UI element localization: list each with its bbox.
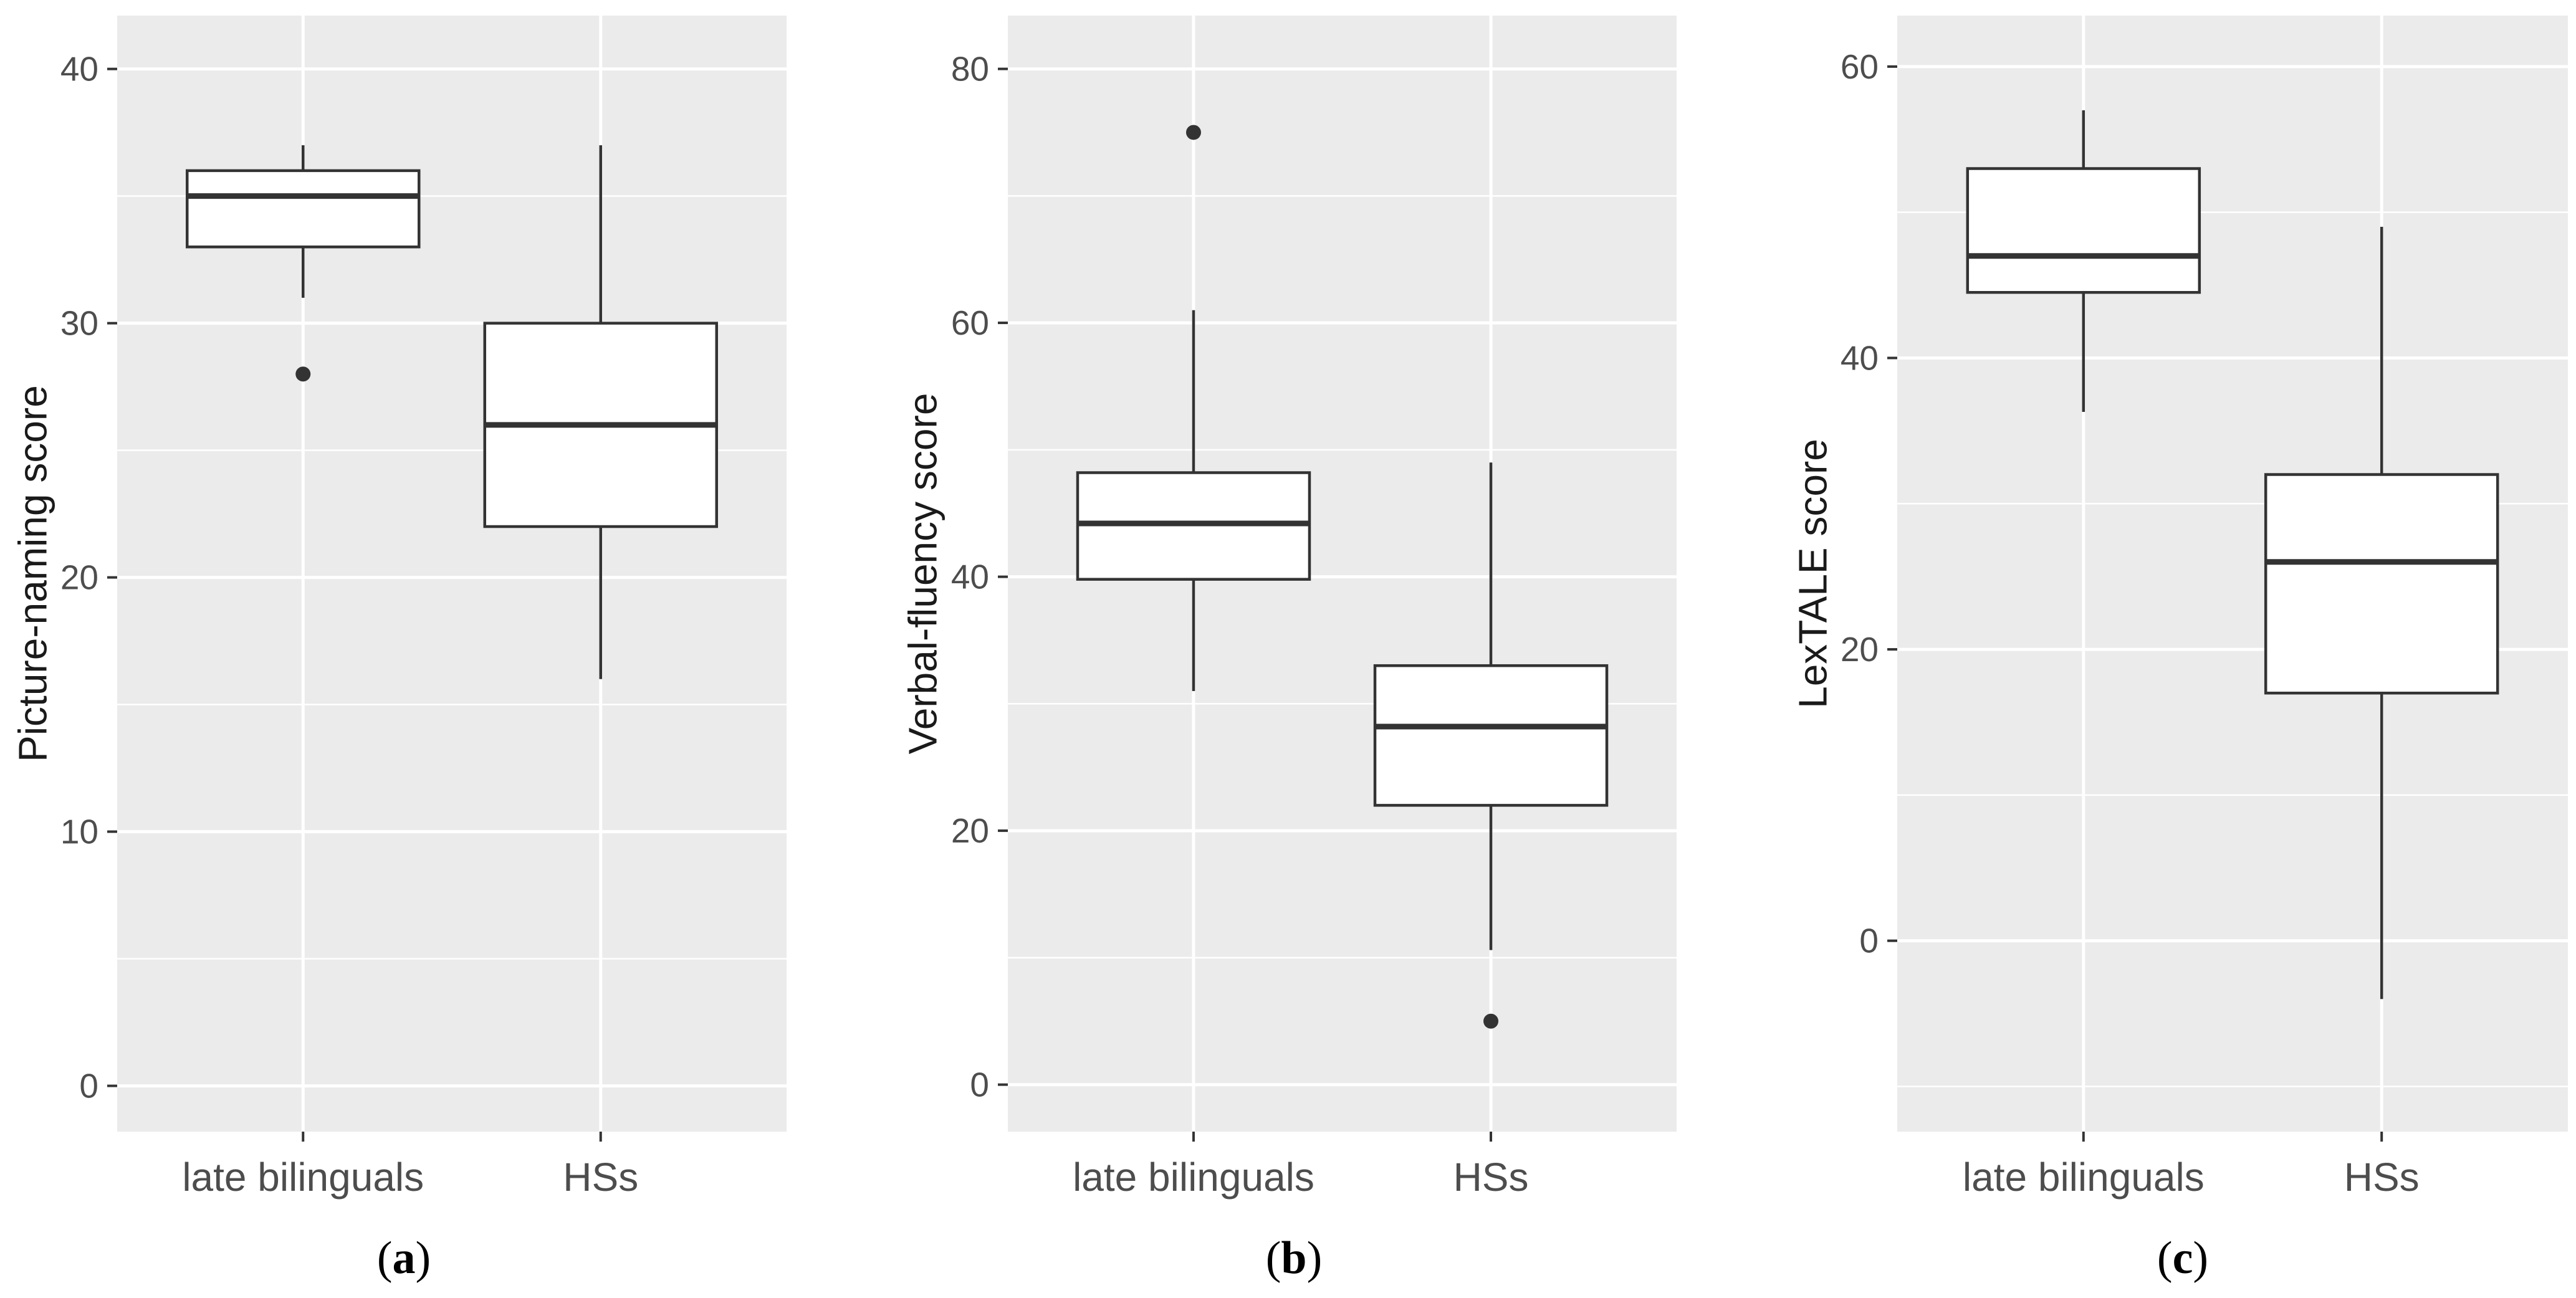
y-tick-label: 10 [60,813,98,851]
panel-a: 0 10 20 30 40 late bilinguals HSs Picture-namin… [10,16,787,1284]
y-tick-label: 40 [60,50,98,88]
outlier-point [1185,125,1201,140]
y-tick-label: 60 [951,303,989,342]
x-tick-label: late bilinguals [1963,1155,2205,1200]
y-axis-title: Verbal-fluency score [900,393,945,755]
box-hss [1373,462,1609,1029]
y-tick-label: 0 [1859,922,1879,960]
y-tick-label: 20 [1841,630,1879,669]
panel-label: (c) [2157,1233,2208,1284]
y-tick-label: 20 [60,558,98,597]
interquartile-box [1966,167,2201,294]
box-hss [483,145,719,679]
outlier-point [1483,1013,1499,1029]
box-late-bilinguals [1966,110,2201,412]
panel-label: (b) [1266,1233,1322,1284]
x-tick-label: late bilinguals [182,1155,424,1200]
panel-label: (a) [377,1233,431,1284]
y-tick-label: 40 [1841,338,1879,377]
interquartile-box [185,169,421,249]
box-late-bilinguals [1076,125,1311,691]
y-tick-label: 30 [60,304,98,343]
x-tick-label: HSs [1453,1155,1529,1200]
box-hss [2264,227,2499,1000]
y-tick-label: 20 [951,811,989,850]
x-tick-label: HSs [2344,1155,2420,1200]
box-late-bilinguals [185,145,421,382]
y-tick-label: 0 [970,1066,989,1104]
y-axis-title: Picture-naming score [10,385,55,762]
outlier-point [295,366,311,382]
y-tick-label: 80 [951,50,989,88]
x-tick-label: HSs [563,1155,638,1200]
y-tick-label: 40 [951,558,989,596]
interquartile-box [1373,664,1609,807]
panel-c: 0 20 40 60 late bilinguals HSs LexTALE score (c… [1790,16,2568,1284]
panel-b: 0 20 40 60 80 late bilinguals HSs Verbal-fluenc… [900,16,1677,1284]
y-tick-label: 0 [79,1067,98,1105]
y-axis-title: LexTALE score [1790,439,1835,709]
y-tick-label: 60 [1841,47,1879,86]
interquartile-box [2264,473,2499,695]
x-tick-label: late bilinguals [1073,1155,1314,1200]
